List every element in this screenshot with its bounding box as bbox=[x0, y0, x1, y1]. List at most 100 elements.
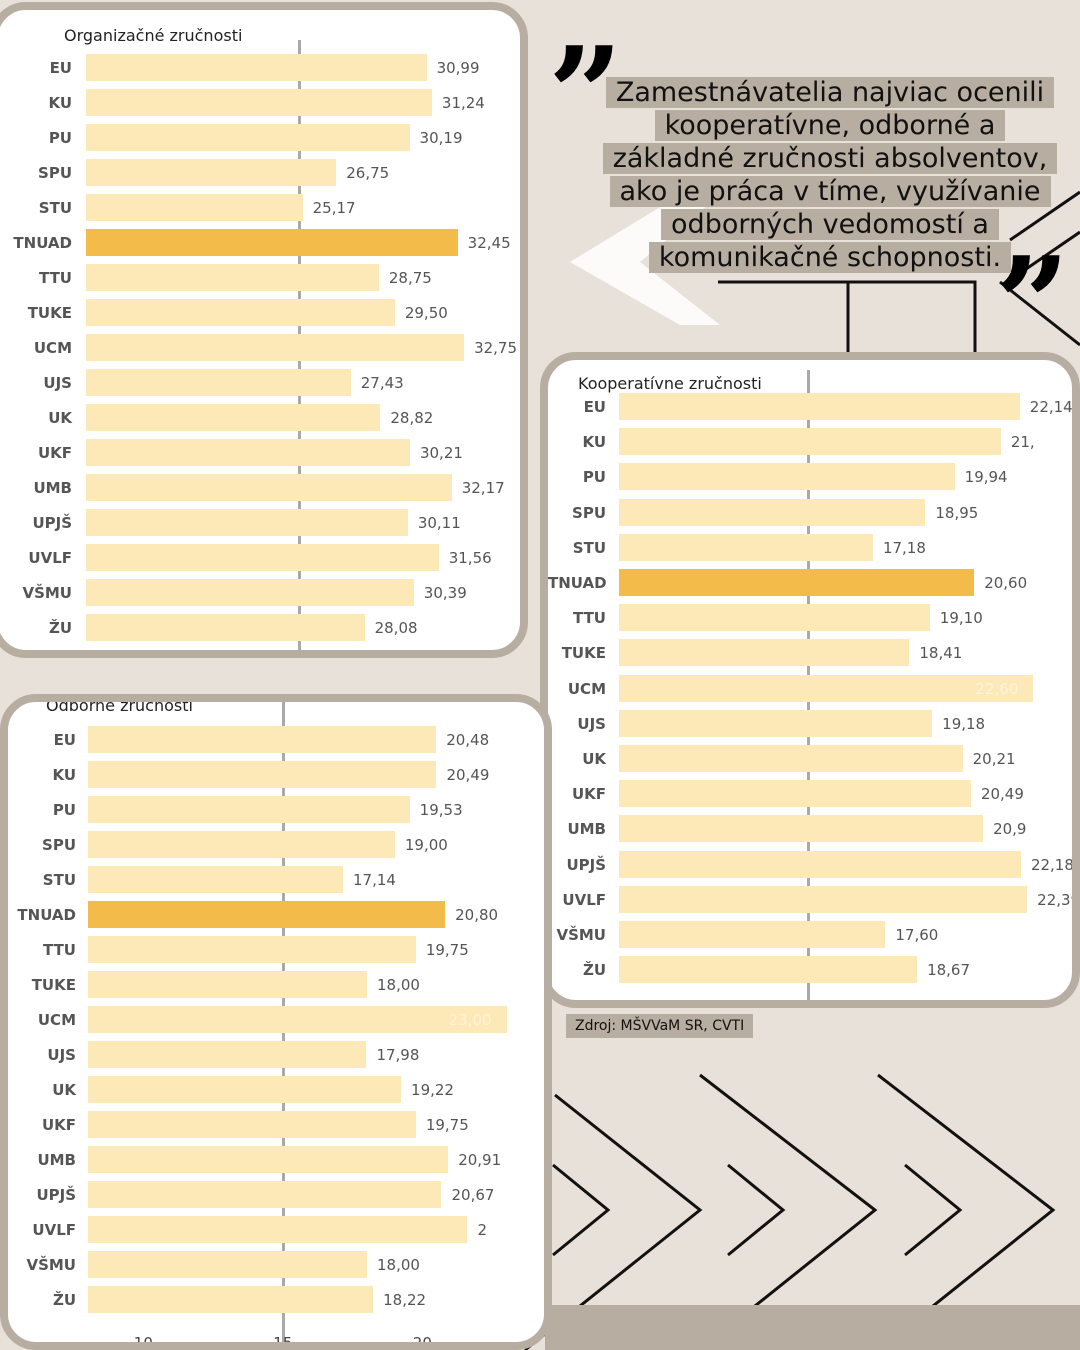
quote-line: komunikačné schopnosti. bbox=[648, 242, 1012, 273]
bar bbox=[619, 921, 886, 948]
bar bbox=[86, 579, 414, 606]
bar bbox=[86, 404, 381, 431]
quote-line: základné zručnosti absolventov, bbox=[602, 143, 1058, 174]
bar bbox=[619, 428, 1001, 456]
quote-line: kooperatívne, odborné a bbox=[654, 110, 1006, 141]
bar-highlighted bbox=[619, 569, 975, 596]
bar bbox=[619, 604, 930, 632]
bar bbox=[86, 124, 410, 151]
value-label: 25,17 bbox=[312, 199, 356, 217]
bar bbox=[88, 1146, 449, 1173]
category-label: TUKE bbox=[27, 304, 72, 322]
value-label: 29,50 bbox=[404, 304, 448, 322]
category-label: UKF bbox=[571, 785, 606, 804]
category-label: UJS bbox=[577, 714, 606, 733]
bar bbox=[86, 89, 432, 116]
category-label: TTU bbox=[39, 269, 72, 287]
value-label: 30,11 bbox=[417, 514, 461, 532]
value-label: 22,18 bbox=[1030, 855, 1074, 874]
value-label: 28,08 bbox=[374, 619, 418, 637]
value-label: 32,17 bbox=[461, 479, 505, 497]
value-label: 20,48 bbox=[446, 731, 490, 749]
bar bbox=[86, 299, 395, 326]
bar bbox=[88, 1181, 442, 1208]
category-label: UPJŠ bbox=[32, 514, 72, 532]
chart-panel-professional: EU 20,48 KU 20,49 PU 19,53 SPU 19,00 STU 17,14 TNU… bbox=[0, 694, 552, 1350]
category-label: EU bbox=[583, 398, 606, 416]
bar bbox=[88, 936, 416, 963]
value-label: 22,39 bbox=[1037, 890, 1080, 909]
bar bbox=[86, 334, 465, 361]
category-label: VŠMU bbox=[556, 926, 606, 944]
category-label: PU bbox=[582, 468, 606, 487]
value-label: 20,49 bbox=[980, 785, 1024, 804]
category-label: STU bbox=[572, 538, 606, 557]
value-label: 23,00 bbox=[448, 1011, 492, 1029]
chart-title: Kooperatívne zručnosti bbox=[578, 374, 762, 393]
bar-highlighted bbox=[88, 901, 446, 928]
bar bbox=[619, 850, 1021, 878]
quote-line: ako je práca v tíme, využívanie bbox=[609, 176, 1051, 207]
value-label: 20,60 bbox=[984, 574, 1028, 592]
value-label: 19,75 bbox=[425, 941, 469, 959]
category-label: PU bbox=[48, 129, 72, 147]
category-label: KU bbox=[48, 94, 72, 112]
bar bbox=[619, 674, 1034, 702]
value-label: 28,75 bbox=[388, 269, 432, 287]
category-label: UPJŠ bbox=[566, 855, 606, 874]
bar bbox=[88, 761, 437, 788]
bar bbox=[88, 1216, 468, 1243]
value-label: 27,43 bbox=[360, 374, 404, 392]
category-label: UVLF bbox=[562, 890, 606, 909]
category-label: UVLF bbox=[32, 1221, 76, 1239]
category-label: UK bbox=[48, 409, 72, 427]
category-label: EU bbox=[49, 59, 72, 77]
category-label: TTU bbox=[43, 941, 76, 959]
bar bbox=[88, 1076, 402, 1103]
value-label: 18,41 bbox=[919, 644, 963, 663]
bar bbox=[619, 463, 955, 491]
category-label: UKF bbox=[37, 444, 72, 462]
value-label: 26,75 bbox=[346, 164, 390, 182]
category-label: UJS bbox=[43, 374, 72, 392]
value-label: 19,22 bbox=[411, 1081, 454, 1099]
category-label: TNUAD bbox=[17, 906, 76, 924]
quote-line: Zamestnávatelia najviac ocenili bbox=[605, 77, 1055, 108]
value-label: 19,10 bbox=[939, 609, 983, 628]
value-label: 18,22 bbox=[383, 1291, 427, 1309]
category-label: STU bbox=[42, 871, 76, 889]
category-label: UMB bbox=[37, 1151, 76, 1169]
category-label: UKF bbox=[41, 1116, 76, 1134]
value-label: 32,45 bbox=[467, 234, 511, 252]
bar bbox=[88, 866, 343, 893]
category-label: UCM bbox=[37, 1011, 76, 1029]
value-label: 17,18 bbox=[882, 538, 926, 557]
value-label: 28,82 bbox=[390, 409, 434, 427]
bar bbox=[88, 726, 437, 753]
value-label: 19,75 bbox=[425, 1116, 469, 1134]
value-label: 19,18 bbox=[942, 714, 986, 733]
bar bbox=[86, 194, 303, 221]
category-label: UPJŠ bbox=[36, 1186, 76, 1204]
category-label: TNUAD bbox=[13, 234, 72, 252]
bar bbox=[88, 1251, 367, 1278]
category-label: UJS bbox=[47, 1046, 76, 1064]
bar bbox=[86, 159, 337, 186]
chart-panel-organizational: Organizačné zručnosti EU 30,99 KU 31,24 PU 30… bbox=[0, 2, 528, 658]
value-label: 18,95 bbox=[935, 503, 979, 522]
category-label: UMB bbox=[567, 820, 606, 839]
bar bbox=[86, 614, 365, 641]
bar bbox=[619, 815, 984, 843]
quote-text: Zamestnávatelia najviac ocenili kooperatí… bbox=[600, 76, 1060, 274]
value-label: 2 bbox=[477, 1221, 487, 1239]
category-label: KU bbox=[582, 433, 606, 452]
value-label: 30,21 bbox=[419, 444, 463, 462]
bar bbox=[619, 745, 963, 772]
bar bbox=[619, 498, 926, 526]
bar bbox=[88, 1111, 416, 1138]
value-label: 31,24 bbox=[441, 94, 485, 112]
value-label: 30,99 bbox=[436, 59, 480, 77]
bar bbox=[619, 885, 1028, 913]
category-label: UVLF bbox=[28, 549, 72, 567]
